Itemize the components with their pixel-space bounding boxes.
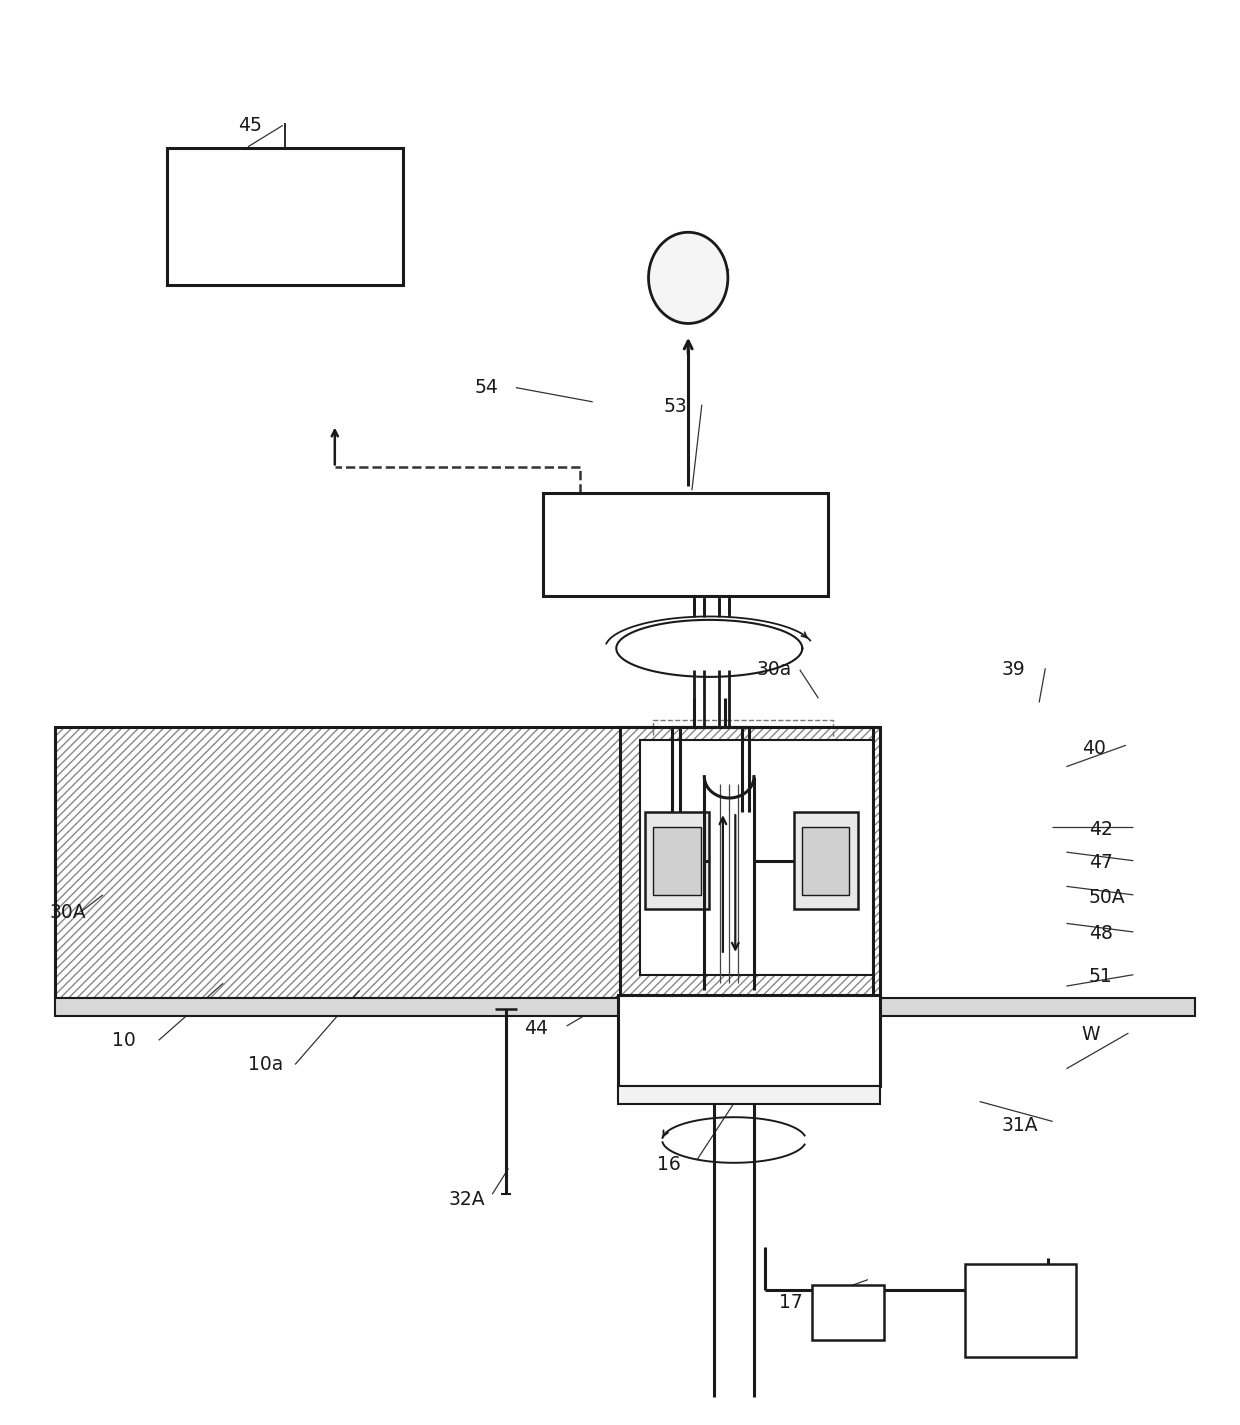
Text: 48: 48 (1089, 923, 1112, 943)
Bar (794, 812, 858, 909)
Text: 30a: 30a (756, 660, 791, 680)
Text: 16: 16 (657, 1154, 681, 1174)
Text: 51: 51 (1089, 966, 1112, 986)
Bar (618, 995, 880, 1086)
Bar (55, 727, 873, 998)
Text: 43: 43 (723, 1026, 746, 1046)
Bar (620, 727, 880, 998)
Text: 18: 18 (1013, 1282, 1037, 1302)
Text: 54: 54 (475, 378, 498, 398)
Text: 10a: 10a (248, 1054, 283, 1074)
Bar (653, 826, 701, 895)
Bar (55, 997, 1195, 1016)
Text: 50A: 50A (1089, 888, 1126, 908)
Text: 47: 47 (1089, 852, 1112, 872)
Text: 17: 17 (779, 1292, 802, 1312)
Text: 55: 55 (688, 261, 712, 281)
Bar (812, 1285, 884, 1340)
Text: 40: 40 (1083, 738, 1106, 758)
Text: 50B: 50B (635, 1025, 672, 1045)
Text: W: W (1081, 1025, 1100, 1045)
Text: 42: 42 (1089, 819, 1112, 839)
Circle shape (649, 232, 728, 323)
Bar (55, 727, 873, 998)
Text: 10: 10 (112, 1030, 135, 1050)
Bar (620, 727, 880, 998)
Text: 44: 44 (525, 1019, 548, 1039)
Text: 19: 19 (754, 514, 777, 534)
Text: 32A: 32A (449, 1190, 486, 1210)
Bar (640, 740, 873, 975)
Bar (802, 826, 849, 895)
Bar (55, 727, 873, 998)
Bar (618, 1086, 880, 1104)
Text: 45: 45 (238, 115, 262, 135)
Bar (543, 493, 828, 596)
Text: 53: 53 (663, 396, 687, 416)
Bar (620, 727, 880, 998)
Bar (167, 148, 403, 285)
Bar (645, 812, 709, 909)
Bar (653, 720, 833, 777)
Text: 31A: 31A (1002, 1116, 1039, 1136)
Bar (965, 1264, 1076, 1357)
Text: 30A: 30A (50, 902, 87, 922)
Text: 39: 39 (1002, 660, 1025, 680)
